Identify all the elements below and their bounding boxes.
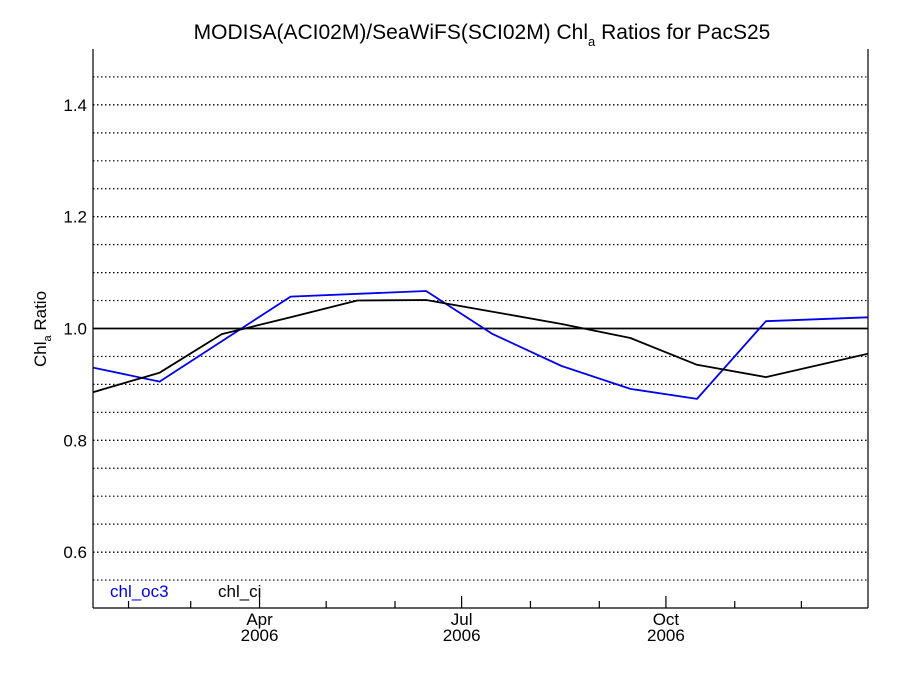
y-tick-label: 0.8 [63,431,87,450]
x-tick-label-month: Oct [653,610,680,629]
series-line-chl-oc3 [93,290,868,400]
chart-title-prefix: MODISA(ACI02M)/SeaWiFS(SCI02M) Chl [194,21,588,44]
y-axis-label-suffix: Ratio [31,291,50,335]
y-axis-label-main: Chl [31,342,50,368]
x-tick-label-year: 2006 [241,626,279,645]
x-tick-label-month: Apr [246,610,273,629]
chart-title-suffix: Ratios for PacS25 [595,21,770,44]
chart-title-subscript: a [588,34,596,49]
y-axis-label-subscript: a [42,335,54,342]
y-tick-label: 0.6 [63,543,87,562]
y-tick-label: 1.0 [63,320,87,339]
axes-group [92,49,869,609]
x-tick-label-year: 2006 [647,626,685,645]
legend-item-chl-ci: chl_ci [218,582,261,601]
y-tick-label: 1.2 [63,208,87,227]
legend: chl_oc3 chl_ci [110,582,261,601]
x-tick-label-month: Jul [451,610,473,629]
y-axis-label: Chla Ratio [31,291,54,367]
grid-lines [93,76,868,581]
chart-title: MODISA(ACI02M)/SeaWiFS(SCI02M) Chla Rati… [194,21,771,49]
series-group [93,290,868,400]
x-tick-label-year: 2006 [443,626,481,645]
y-tick-label: 1.4 [63,96,87,115]
series-line-chl-ci [93,299,868,394]
legend-item-chl-oc3: chl_oc3 [110,582,169,601]
